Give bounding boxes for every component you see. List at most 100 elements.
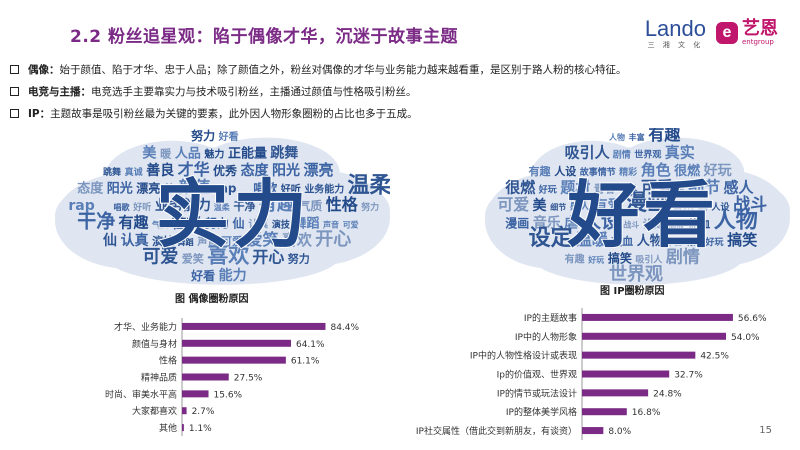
square-bullet-icon	[10, 65, 19, 74]
idol-word-cloud-svg: 努力 好看美暖人品 魅力 正能量 跳舞跳舞 真诚 善良 才华 优秀 态度 阳光 漂亮态度 阳光 漂亮帅颜值…	[55, 128, 390, 285]
word-cloud-term: 热血	[611, 234, 633, 248]
word-cloud-term: 努力	[205, 216, 229, 231]
bar-value-label: 2.7%	[192, 407, 215, 417]
word-cloud-term: 气质	[297, 198, 322, 213]
word-cloud-term: 人设	[554, 164, 577, 178]
bullet-text: 电竞选手主要靠实力与技术吸引粉丝，主播通过颜值与性格吸引粉丝。	[91, 86, 417, 98]
word-cloud-term: 可爱	[221, 235, 243, 248]
bar-category-label: 性格	[159, 355, 177, 367]
bar-value-label: 32.7%	[674, 371, 703, 381]
word-cloud-term: 可爱	[641, 178, 673, 197]
word-cloud-term: 演技	[152, 234, 175, 248]
bullet-text: 始于颜值、陷于才华、忠于人品；除了颜值之外，粉丝对偶像的才华与业务能力越来越看重…	[59, 64, 627, 76]
word-cloud-term: 业务能力	[155, 197, 211, 214]
word-cloud-term: 气质	[151, 220, 168, 230]
word-cloud-term: 美	[533, 197, 548, 214]
word-cloud-term: 跳舞	[270, 145, 298, 162]
word-cloud-term: 设定	[643, 217, 665, 231]
bar-value-label: 16.8%	[632, 408, 661, 418]
word-cloud-term: 虐	[698, 200, 708, 213]
bar	[182, 424, 184, 432]
cloud-shape	[192, 137, 340, 208]
bullet-item: IP：主题故事是吸引粉丝最为关键的要素，此外因人物形象圈粉的占比也多于五成。	[8, 106, 788, 128]
bullet-label: IP：	[28, 108, 51, 120]
bar-category-label: 精神品质	[141, 372, 177, 384]
word-cloud-term: rap	[214, 182, 237, 196]
word-cloud-term: 可爱	[343, 220, 359, 230]
word-cloud-term: 漂亮	[303, 161, 333, 179]
word-cloud-term: 阳光	[272, 162, 300, 179]
word-cloud-term: 世界	[619, 184, 637, 196]
word-cloud-term: 爱笑	[247, 230, 279, 249]
word-cloud-term: 美	[142, 145, 157, 162]
word-cloud-term: 有趣	[648, 128, 681, 144]
bullet-item: 电竞与主播：电竞选手主要靠实力与技术吸引粉丝，主播通过颜值与性格吸引粉丝。	[8, 84, 788, 106]
logo-group: Lando 三 湘 文 化 e 艺恩 entgroup	[645, 16, 778, 50]
word-cloud-term: 暖	[160, 147, 172, 161]
word-cloud-term: 好看	[190, 268, 215, 283]
bar-category-label: 时尚、审美水平高	[105, 388, 177, 400]
cloud-shape	[729, 185, 790, 237]
word-cloud-term: 搞笑	[727, 231, 757, 249]
bar	[582, 313, 733, 321]
bullet-label: 偶像：	[28, 64, 60, 76]
page-number: 15	[759, 425, 772, 436]
word-cloud-term: 人设	[582, 211, 620, 233]
bar	[582, 351, 696, 359]
word-cloud-term: 感人	[724, 179, 755, 197]
word-cloud-term: 吸引人	[635, 254, 663, 266]
word-cloud-term: 态度	[241, 162, 270, 179]
word-cloud-term: 感人	[570, 200, 591, 213]
bar-value-label: 64.1%	[296, 340, 325, 350]
lando-logo-subtext: 三 湘 文 化	[647, 41, 704, 49]
word-cloud-term: 有趣	[259, 193, 296, 215]
word-cloud-term: 干净	[77, 210, 115, 233]
word-cloud-term: 好听	[132, 201, 151, 213]
word-cloud-term: 剧情	[666, 247, 700, 268]
bar-value-label: 8.0%	[608, 427, 631, 437]
word-cloud-term: 温暖	[668, 220, 685, 230]
word-cloud-term: 好玩	[587, 255, 604, 265]
word-cloud-term: 人设	[710, 201, 730, 213]
bar	[582, 332, 726, 340]
word-cloud-term: 吸引人	[565, 144, 611, 162]
word-cloud-term: 可爱	[142, 247, 178, 268]
word-cloud-term: 才华	[178, 160, 210, 179]
word-cloud-term: 设定	[529, 225, 573, 251]
word-cloud-key-term: 好	[566, 173, 639, 257]
word-cloud-term: 努力	[288, 252, 310, 266]
word-cloud-term: 有趣	[565, 253, 586, 266]
word-cloud-term: 世界观	[634, 149, 661, 161]
bar	[182, 356, 286, 364]
word-cloud-term: 丰富	[666, 237, 682, 247]
word-cloud-term: 好看	[218, 130, 239, 143]
bar-value-label: 54.0%	[731, 333, 760, 343]
ip-chart-caption: 图 IP圈粉原因	[600, 286, 665, 297]
word-cloud-term: 可爱	[497, 195, 529, 214]
cloud-shape	[530, 227, 745, 285]
bullet-list: 偶像：始于颜值、陷于才华、忠于人品；除了颜值之外，粉丝对偶像的才华与业务能力越来…	[8, 62, 788, 128]
word-cloud-term: 声音	[196, 235, 217, 248]
bar-category-label: IP中的人物性格设计或表现	[470, 350, 577, 362]
bullet-label: 电竞与主播：	[28, 86, 91, 98]
word-cloud-term: 真实	[665, 144, 695, 162]
word-cloud-term: 战斗	[623, 220, 639, 230]
word-cloud-term: 努力	[191, 128, 215, 143]
bullet-text: 主题故事是吸引粉丝最为关键的要素，此外因人物形象圈粉的占比也多于五成。	[50, 108, 418, 120]
word-cloud-term: 剧情	[613, 149, 631, 161]
square-bullet-icon	[10, 87, 19, 96]
ip-word-cloud: 人物 丰富 有趣 吸引人 剧情 世界观 真实 有趣 人设 故事情节 精彩 角色 很燃 好玩 很燃 好玩 题材 青春…	[485, 128, 790, 288]
bar-value-label: 56.6%	[738, 314, 767, 324]
word-cloud-term: 有爱	[594, 197, 622, 214]
word-cloud-term: 能力	[219, 267, 247, 284]
entgroup-logo: e 艺恩 entgroup	[716, 20, 778, 46]
word-cloud-term: 唱歌	[253, 181, 278, 196]
word-cloud-term: 开心	[315, 229, 351, 250]
word-cloud-term: 努力	[361, 201, 379, 213]
bar	[182, 407, 187, 415]
bullet-item: 偶像：始于颜值、陷于才华、忠于人品；除了颜值之外，粉丝对偶像的才华与业务能力越来…	[8, 62, 788, 84]
word-cloud-term: 音乐	[672, 199, 694, 213]
word-cloud-term: 丰富	[629, 132, 645, 142]
word-cloud-term: 好玩	[538, 184, 557, 196]
